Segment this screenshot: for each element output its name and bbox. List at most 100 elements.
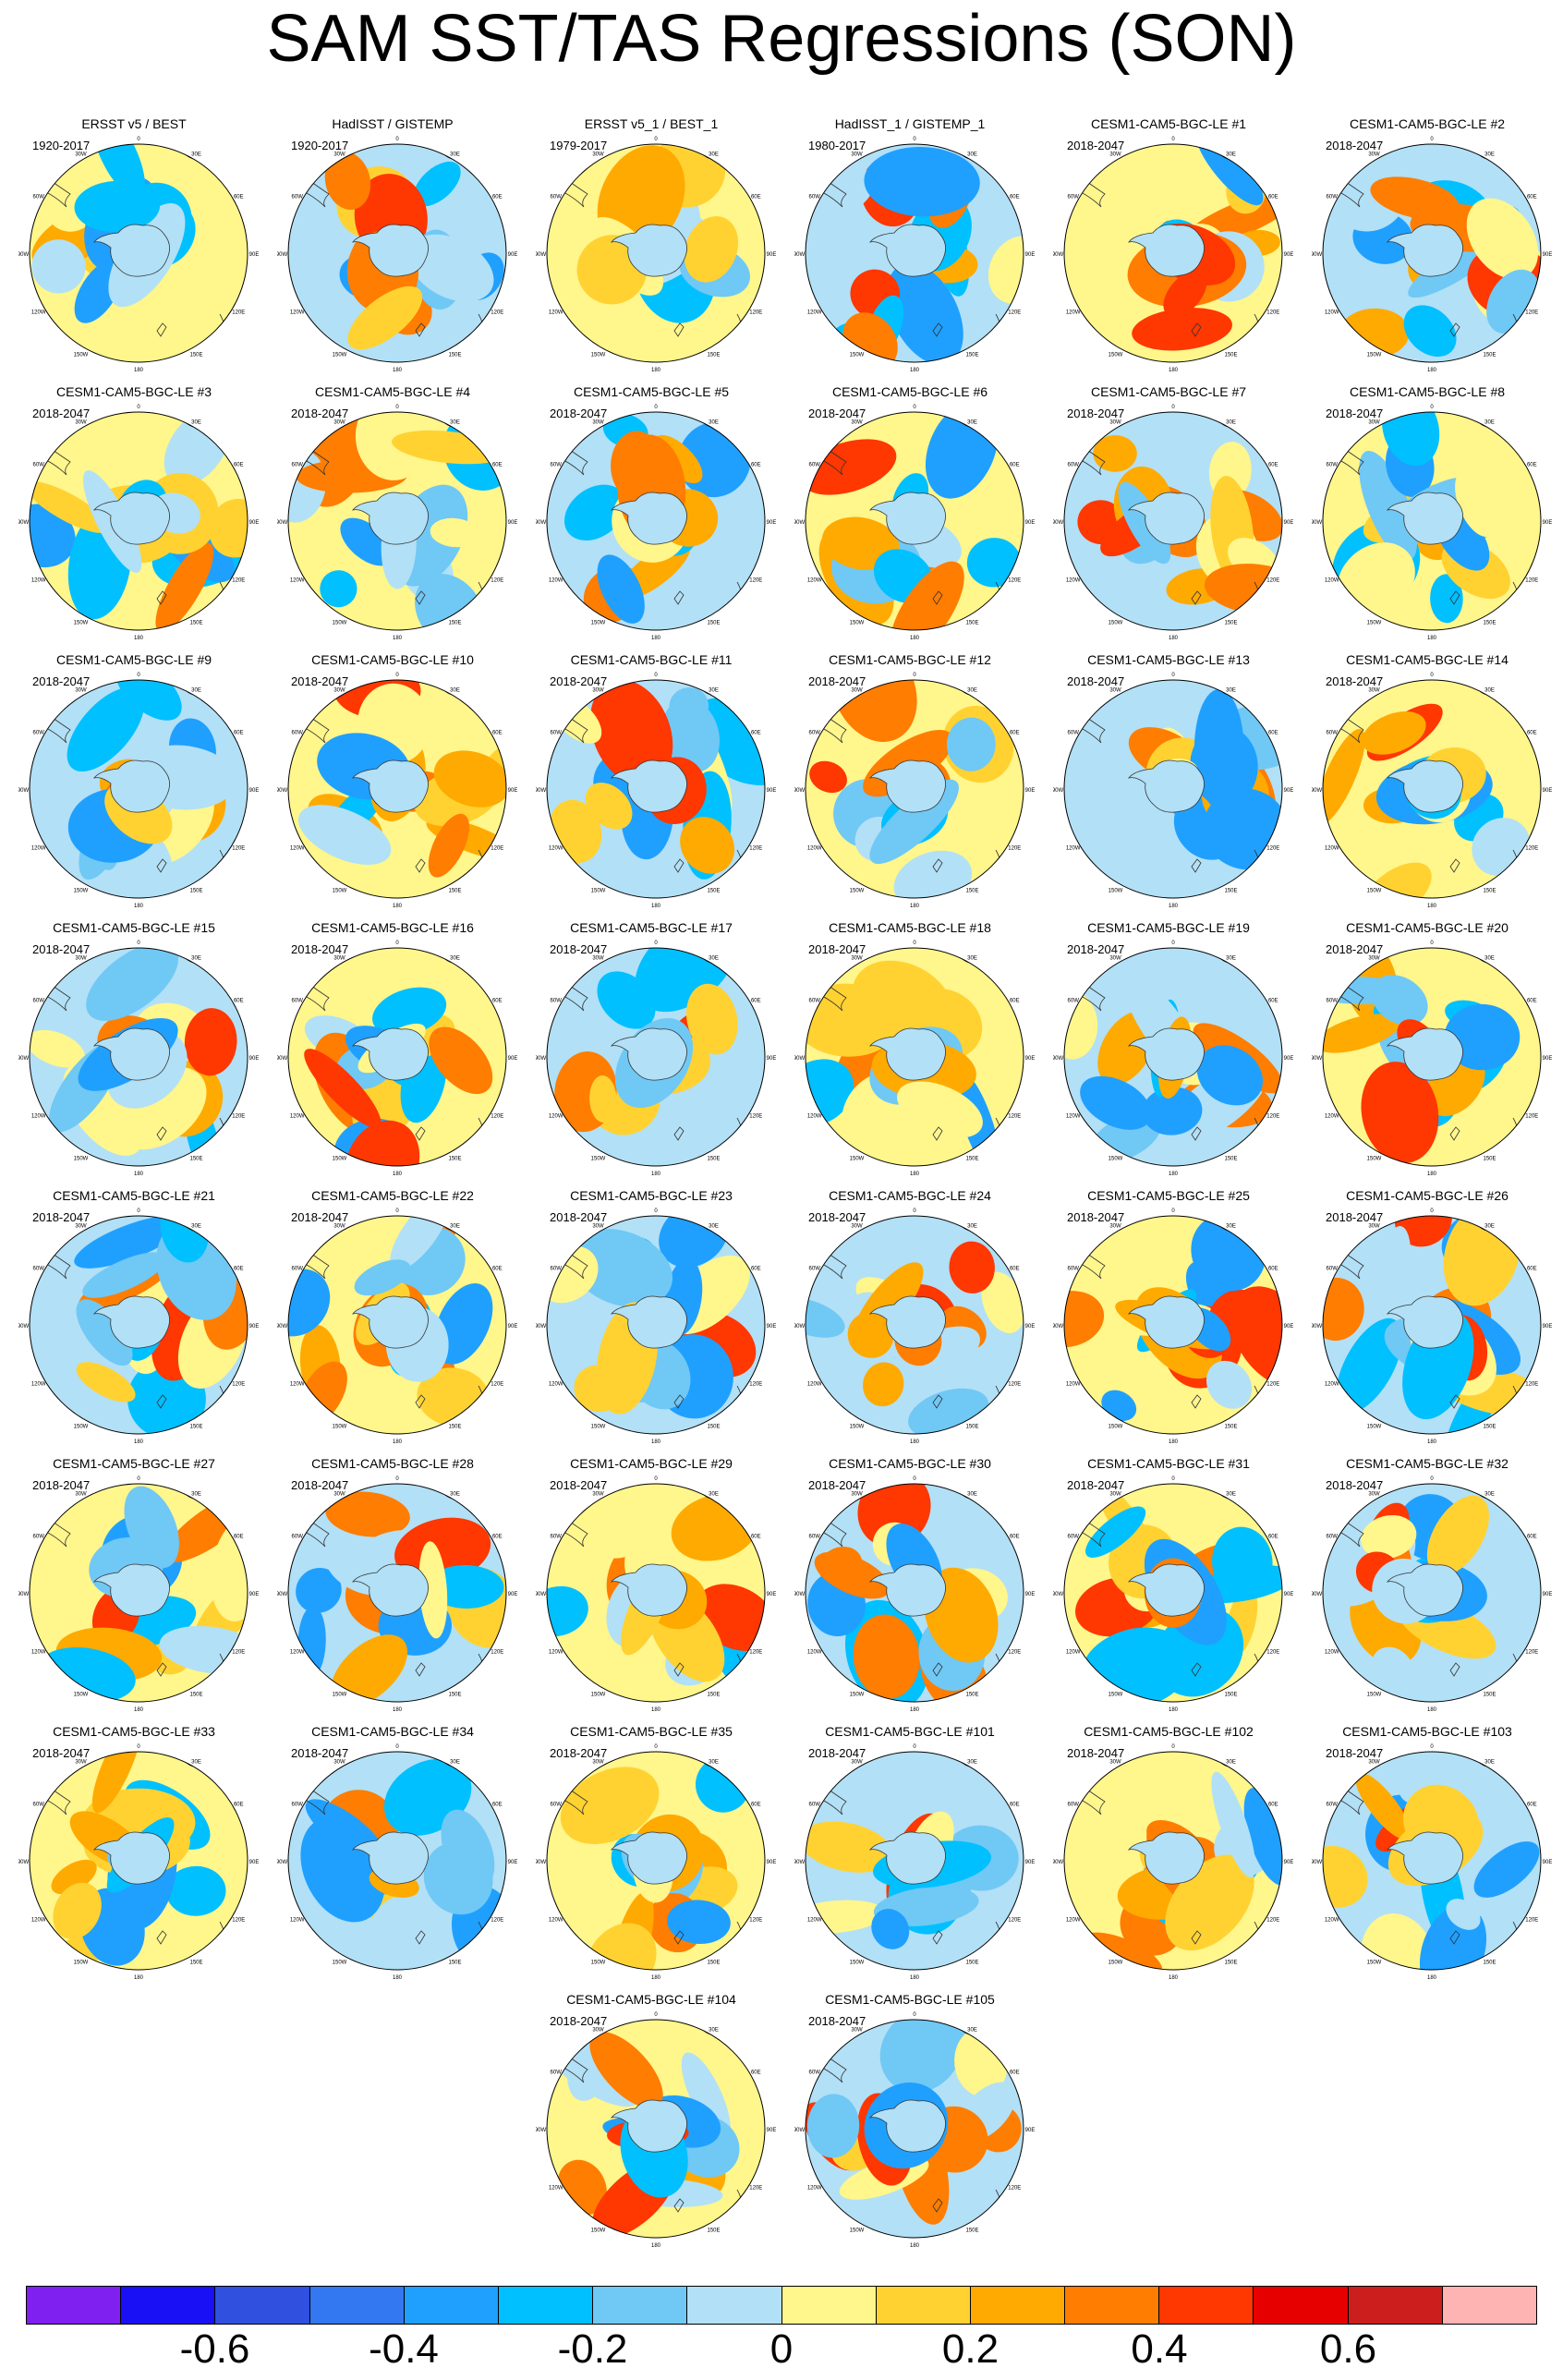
longitude-label: 150W (1109, 1692, 1123, 1697)
longitude-label: 0 (395, 941, 399, 946)
antarctica-outline (93, 224, 170, 277)
south-america-coast (555, 1516, 588, 1548)
longitude-label: 120W (549, 578, 563, 584)
anomaly-region (413, 161, 461, 207)
anomaly-region (681, 2052, 731, 2140)
longitude-label: 90E (249, 788, 259, 794)
longitude-label: 120E (1008, 846, 1021, 852)
new-zealand-coast (156, 1394, 167, 1409)
longitude-label: 30E (967, 420, 977, 426)
longitude-label: 30E (709, 2028, 719, 2034)
longitude-label: 60E (492, 731, 503, 736)
longitude-label: 30W (851, 420, 863, 426)
longitude-label: 0 (654, 673, 658, 678)
longitude-label: 90E (767, 1324, 776, 1330)
panel-title: CESM1-CAM5-BGC-LE #21 (53, 1188, 215, 1203)
map-panel: CESM1-CAM5-BGC-LE #22 0 30E 60E 90E 120E 150E 1… (268, 1183, 517, 1451)
map-panel: CESM1-CAM5-BGC-LE #16 0 30E 60E 90E 120E 150E 1… (268, 915, 517, 1183)
panel-period: 1920-2017 (32, 139, 91, 152)
panel-period: 2018-2047 (1067, 407, 1125, 420)
anomaly-region (288, 1269, 331, 1337)
colorbar-box (403, 2286, 498, 2325)
longitude-label: 120E (232, 1918, 245, 1924)
longitude-label: 150E (1483, 352, 1496, 358)
longitude-label: 120W (549, 2186, 563, 2192)
panel-period: 2018-2047 (1326, 674, 1384, 688)
longitude-label: 150W (333, 1156, 347, 1161)
anomaly-region (1473, 1841, 1540, 1898)
antarctica-outline (611, 224, 687, 277)
antarctica-outline (1128, 1831, 1205, 1885)
panel-period: 2018-2047 (808, 1478, 866, 1492)
colorbar-box (875, 2286, 970, 2325)
longitude-label: 120E (1525, 846, 1538, 852)
south-america-coast (814, 444, 847, 476)
panel-title: HadISST_1 / GISTEMP_1 (834, 116, 986, 131)
longitude-label: 120W (290, 846, 305, 852)
antarctica-outline (869, 1563, 946, 1617)
longitude-label: 60E (751, 731, 761, 736)
longitude-label: 90E (508, 252, 517, 258)
longitude-label: 60W (292, 731, 304, 736)
longitude-label: 0 (654, 1476, 658, 1482)
longitude-label: 90W (794, 1860, 806, 1865)
longitude-label: 0 (913, 673, 916, 678)
panel-period: 2018-2047 (808, 2014, 866, 2028)
longitude-label: 150E (965, 888, 978, 893)
south-america-coast (814, 1516, 847, 1548)
panel-title: CESM1-CAM5-BGC-LE #25 (1087, 1188, 1250, 1203)
longitude-label: 120E (749, 1382, 762, 1388)
polar-map: 0 30E 60E 90E 120E 150E 180 150W 120W 90W 60W 30W (794, 2012, 1035, 2249)
antarctica-outline (1128, 1563, 1205, 1617)
longitude-label: 30E (967, 1224, 977, 1230)
longitude-label: 150W (74, 1156, 89, 1161)
map-panel: CESM1-CAM5-BGC-LE #19 0 30E 60E 90E 120E 150E 1… (1044, 915, 1293, 1183)
longitude-label: 60E (1268, 195, 1278, 200)
antarctica-outline (1128, 224, 1205, 277)
panel-period: 2018-2047 (1326, 407, 1384, 420)
longitude-label: 30E (967, 152, 977, 158)
panel-title: CESM1-CAM5-BGC-LE #101 (825, 1724, 995, 1739)
longitude-label: 180 (910, 2243, 920, 2249)
longitude-label: 90E (249, 520, 259, 526)
longitude-label: 120E (1525, 310, 1538, 316)
longitude-label: 90W (794, 1592, 806, 1597)
south-america-coast (555, 980, 588, 1012)
longitude-label: 0 (395, 1744, 399, 1750)
panel-title: CESM1-CAM5-BGC-LE #9 (55, 652, 212, 667)
longitude-label: 180 (651, 2243, 661, 2249)
longitude-label: 0 (913, 1476, 916, 1482)
longitude-label: 30E (1484, 688, 1495, 694)
panel-period: 2018-2047 (808, 942, 866, 956)
map-panel: CESM1-CAM5-BGC-LE #8 0 30E 60E 90E 120E 150E 18… (1302, 379, 1552, 647)
polar-map: 0 30E 60E 90E 120E 150E 180 150W 120W 90W 60W 30W (794, 941, 1035, 1177)
longitude-label: 120W (807, 846, 822, 852)
antarctica-outline (1387, 1027, 1463, 1081)
polar-map: 0 30E 60E 90E 120E 150E 180 150W 120W 90W 60W 30W (1312, 673, 1552, 909)
anomaly-region (597, 971, 656, 1029)
map-panel: CESM1-CAM5-BGC-LE #29 0 30E 60E 90E 120E 150E 1… (527, 1451, 776, 1718)
south-america-coast (1331, 980, 1364, 1012)
longitude-label: 90E (1543, 252, 1552, 258)
anomaly-region (1361, 1514, 1417, 1560)
longitude-label: 90E (767, 1056, 776, 1062)
colorbar-label: -0.4 (369, 2326, 439, 2372)
colorbar-boxes (26, 2286, 1537, 2325)
longitude-label: 60E (492, 195, 503, 200)
longitude-label: 60W (1327, 731, 1339, 736)
anomaly-region (847, 1312, 894, 1358)
longitude-label: 60E (751, 1803, 761, 1808)
map-panel: CESM1-CAM5-BGC-LE #3 0 30E 60E 90E 120E 150E 18… (9, 379, 259, 647)
longitude-label: 90E (249, 1324, 259, 1330)
south-america-coast (555, 176, 588, 208)
longitude-label: 30W (1368, 1760, 1380, 1766)
longitude-label: 120E (1525, 1382, 1538, 1388)
longitude-label: 90E (767, 520, 776, 526)
colorbar-box (26, 2286, 121, 2325)
map-border (805, 2019, 1024, 2239)
longitude-label: 150W (1367, 888, 1382, 893)
new-zealand-coast (156, 1662, 167, 1677)
anomaly-region (1394, 1216, 1453, 1247)
longitude-label: 0 (1430, 941, 1434, 946)
longitude-label: 150W (850, 620, 865, 625)
